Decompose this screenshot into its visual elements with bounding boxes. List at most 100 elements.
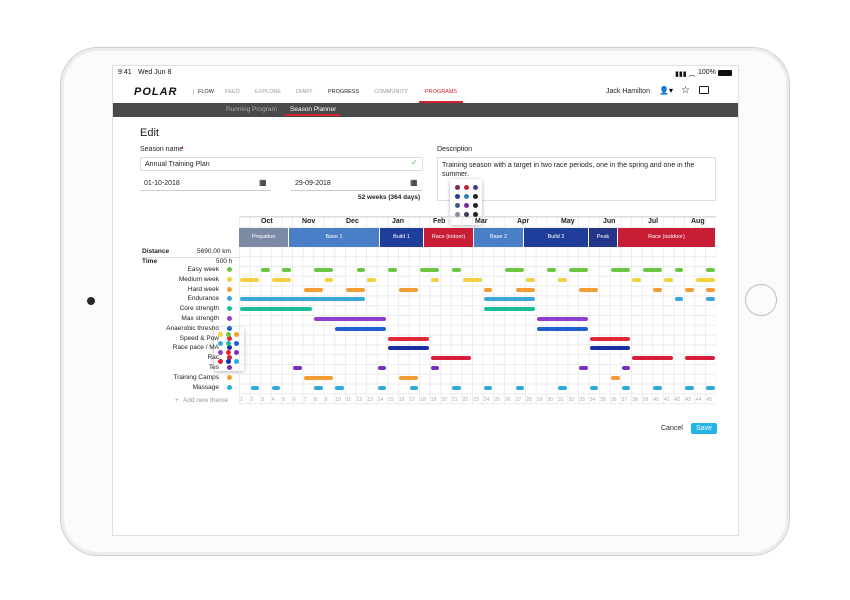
theme-bar[interactable] — [483, 385, 493, 390]
theme-bar[interactable] — [653, 385, 662, 390]
phase-1[interactable]: Prepation — [239, 228, 288, 247]
star-icon[interactable]: ☆ — [681, 85, 690, 96]
picker-color-swatch[interactable] — [473, 212, 478, 217]
theme-bar[interactable] — [314, 317, 387, 321]
description-input[interactable]: Training season with a target in two rac… — [437, 157, 716, 201]
picker-color-swatch[interactable] — [464, 203, 469, 208]
user-icon[interactable]: 👤▾ — [659, 86, 673, 95]
theme-bar[interactable] — [240, 277, 260, 282]
picker-color-swatch[interactable] — [234, 332, 239, 337]
theme-bar[interactable] — [282, 268, 291, 272]
theme-bar[interactable] — [420, 268, 440, 272]
theme-color-dot[interactable] — [227, 355, 232, 361]
theme-bar[interactable] — [611, 268, 631, 272]
subnav-running-program[interactable]: Running Program — [226, 106, 277, 113]
season-name-input[interactable]: Annual Training Plan — [140, 157, 423, 171]
theme-bar[interactable] — [356, 268, 366, 272]
picker-color-swatch[interactable] — [234, 341, 239, 346]
picker-color-swatch[interactable] — [464, 185, 469, 190]
theme-bar[interactable] — [377, 385, 387, 390]
home-button[interactable] — [745, 284, 777, 316]
nav-explore[interactable]: EXPLORE — [255, 89, 281, 95]
theme-bar[interactable] — [430, 366, 440, 370]
cancel-button[interactable]: Cancel — [661, 425, 683, 432]
phase-6[interactable]: Build 2 — [524, 228, 588, 247]
theme-bar[interactable] — [483, 307, 535, 312]
theme-bar[interactable] — [611, 375, 620, 380]
theme-bar[interactable] — [558, 277, 567, 282]
phase-3[interactable]: Build 1 — [380, 228, 423, 247]
theme-bar[interactable] — [271, 385, 281, 390]
picker-color-swatch[interactable] — [473, 203, 478, 208]
picker-color-swatch[interactable] — [226, 359, 231, 364]
picker-color-swatch[interactable] — [455, 185, 460, 190]
theme-bar[interactable] — [335, 385, 344, 390]
theme-bar[interactable] — [303, 287, 323, 292]
theme-bar[interactable] — [547, 268, 556, 272]
nav-community[interactable]: COMMUNITY — [374, 89, 408, 95]
theme-bar[interactable] — [399, 375, 419, 380]
theme-bar[interactable] — [706, 287, 715, 292]
picker-color-swatch[interactable] — [455, 212, 460, 217]
theme-bar[interactable] — [685, 287, 694, 292]
theme-bar[interactable] — [664, 277, 673, 282]
theme-bar[interactable] — [536, 317, 588, 321]
theme-color-dot[interactable] — [227, 276, 232, 282]
theme-bar[interactable] — [706, 268, 715, 272]
theme-bar[interactable] — [462, 277, 482, 282]
theme-bar[interactable] — [261, 268, 270, 272]
theme-bar[interactable] — [399, 287, 419, 292]
theme-bar[interactable] — [515, 287, 535, 292]
theme-bar[interactable] — [685, 356, 715, 361]
theme-bar[interactable] — [388, 336, 429, 341]
message-icon[interactable] — [699, 86, 709, 94]
theme-color-dot[interactable] — [227, 316, 232, 321]
phase-5[interactable]: Base 2 — [474, 228, 523, 247]
theme-bar[interactable] — [653, 287, 662, 292]
theme-bar[interactable] — [579, 366, 588, 370]
theme-bar[interactable] — [335, 326, 387, 331]
save-button[interactable]: Save — [691, 423, 717, 434]
theme-bar[interactable] — [430, 356, 472, 361]
theme-bar[interactable] — [674, 268, 684, 272]
theme-bar[interactable] — [632, 277, 641, 282]
picker-color-swatch[interactable] — [218, 341, 223, 346]
picker-color-swatch[interactable] — [218, 332, 223, 337]
theme-bar[interactable] — [642, 268, 662, 272]
theme-bar[interactable] — [505, 268, 525, 272]
theme-bar[interactable] — [388, 268, 397, 272]
end-date-input[interactable]: 29-09-2018 — [291, 177, 422, 191]
theme-color-dot[interactable] — [227, 286, 232, 292]
theme-bar[interactable] — [674, 297, 684, 302]
theme-bar[interactable] — [589, 346, 631, 351]
theme-bar[interactable] — [346, 287, 366, 292]
theme-bar[interactable] — [568, 268, 588, 272]
theme-bar[interactable] — [303, 375, 334, 380]
start-calendar-icon[interactable]: ▦ — [259, 178, 267, 187]
theme-bar[interactable] — [409, 385, 419, 390]
theme-bar[interactable] — [483, 297, 535, 302]
theme-bar[interactable] — [388, 346, 429, 351]
picker-color-swatch[interactable] — [455, 203, 460, 208]
phase-2[interactable]: Base 1 — [289, 228, 379, 247]
theme-bar[interactable] — [536, 326, 588, 331]
nav-programs[interactable]: PROGRAMS — [425, 89, 458, 95]
theme-bar[interactable] — [452, 385, 461, 390]
theme-color-dot[interactable] — [227, 384, 232, 390]
theme-bar[interactable] — [483, 287, 493, 292]
theme-bar[interactable] — [621, 366, 631, 370]
theme-bar[interactable] — [314, 385, 323, 390]
nav-feed[interactable]: FEED — [225, 89, 240, 95]
phase-4[interactable]: Race (indoor) — [424, 228, 473, 247]
picker-color-swatch[interactable] — [226, 350, 231, 355]
theme-color-dot[interactable] — [227, 374, 232, 380]
theme-color-dot[interactable] — [227, 365, 232, 370]
theme-bar[interactable] — [579, 287, 599, 292]
theme-color-dot[interactable] — [227, 267, 232, 272]
theme-bar[interactable] — [293, 366, 302, 370]
theme-bar[interactable] — [377, 366, 387, 370]
start-date-input[interactable]: 01-10-2018 — [140, 177, 271, 191]
theme-bar[interactable] — [589, 336, 631, 341]
theme-bar[interactable] — [706, 297, 715, 302]
theme-color-dot[interactable] — [227, 306, 232, 312]
